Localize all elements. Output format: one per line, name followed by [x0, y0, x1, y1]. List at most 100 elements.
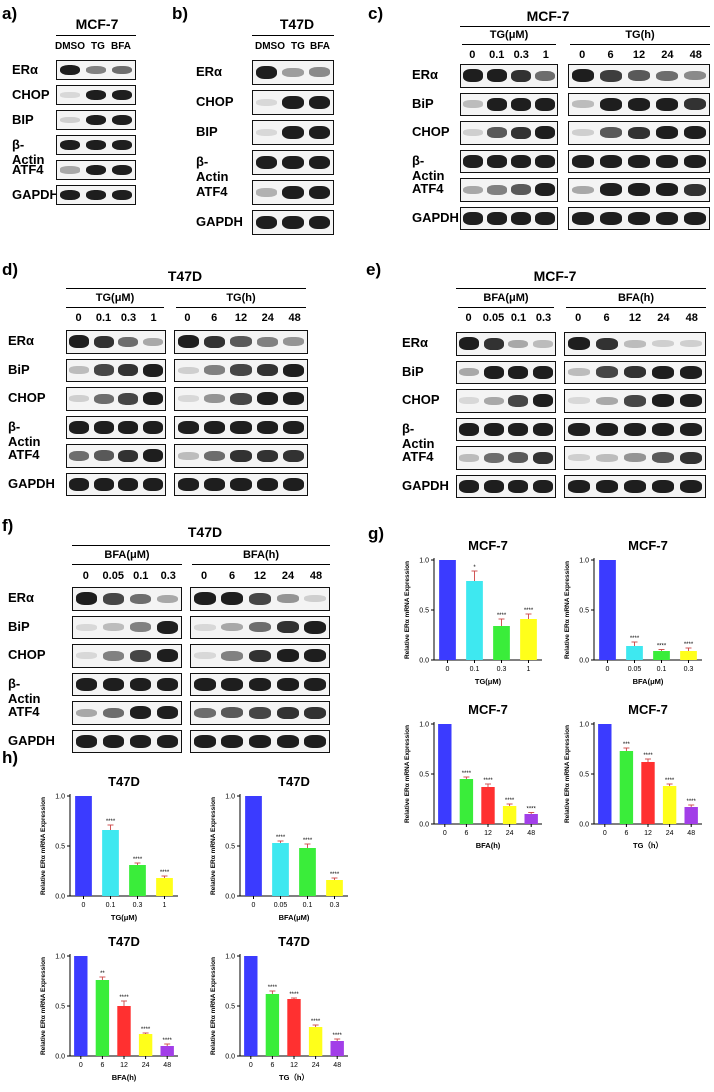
x-axis-label: TG(μM) — [111, 913, 138, 922]
blot-band — [111, 89, 133, 101]
significance-label: **** — [303, 838, 313, 844]
blot-band — [567, 479, 591, 493]
y-tick-label: 0.0 — [419, 658, 429, 665]
blot-band — [651, 340, 675, 348]
cell-line-title: T47D — [167, 268, 203, 284]
blot-band — [255, 128, 277, 137]
blot-band — [276, 734, 299, 748]
blot-band — [683, 71, 707, 81]
blot-strip — [456, 474, 556, 498]
blot-strip — [190, 615, 330, 639]
blot-band — [459, 368, 480, 377]
x-axis-label: BFA(h) — [112, 1073, 137, 1082]
bar — [653, 651, 670, 660]
blot-band — [248, 592, 272, 605]
y-tick-label: 1.0 — [419, 558, 429, 565]
significance-label: **** — [527, 807, 537, 813]
protein-label: BiP — [412, 95, 434, 111]
blot-band — [102, 734, 125, 748]
blot-band — [595, 479, 619, 493]
blot-strip — [252, 60, 334, 85]
lane-label: 0 — [200, 570, 208, 582]
blot-strip — [190, 729, 330, 753]
blot-band — [623, 339, 647, 348]
x-tick-label: 48 — [687, 830, 695, 837]
blot-band — [459, 479, 480, 493]
x-tick-label: 0.05 — [274, 902, 288, 909]
blot-band — [655, 183, 679, 197]
protein-label: ATF4 — [8, 447, 40, 463]
blot-band — [283, 420, 305, 434]
y-tick-label: 1.0 — [225, 954, 235, 961]
bar — [74, 956, 88, 1056]
blot-band — [177, 395, 199, 403]
protein-label: ATF4 — [412, 181, 444, 197]
blot-band — [463, 100, 483, 109]
bar — [265, 994, 280, 1056]
y-tick-label: 0.5 — [225, 844, 235, 851]
blot-band — [487, 154, 507, 168]
blot-band — [487, 211, 507, 225]
blot-band — [623, 366, 647, 379]
panel-label-b: b) — [172, 4, 189, 23]
x-tick-label: 24 — [142, 1062, 150, 1069]
blot-band — [129, 649, 152, 662]
blot-band — [129, 622, 152, 633]
blot-band — [85, 164, 107, 176]
blot-strip — [568, 92, 710, 116]
lane-label: 0.05 — [102, 570, 124, 582]
protein-label: β-Actin — [8, 418, 41, 449]
blot-band — [102, 623, 125, 632]
significance-label: **** — [462, 771, 472, 777]
blot-band — [230, 336, 252, 348]
bar — [493, 626, 510, 660]
blot-band — [85, 89, 107, 101]
blot-band — [627, 211, 651, 225]
bar — [680, 651, 697, 660]
lane-label: TG — [91, 41, 105, 52]
y-axis-label: Relative ERα mRNA Expression — [404, 561, 411, 659]
blot-band — [142, 363, 163, 377]
blot-band — [255, 215, 277, 230]
blot-strip — [568, 149, 710, 173]
significance-label: ** — [100, 971, 105, 977]
blot-band — [230, 392, 252, 405]
blot-strip — [56, 60, 136, 80]
blot-band — [75, 623, 98, 631]
blot-band — [623, 479, 647, 493]
blot-band — [679, 365, 703, 379]
significance-label: **** — [505, 798, 515, 804]
y-axis-label: Relative ERα mRNA Expression — [564, 725, 571, 823]
blot-band — [177, 335, 199, 349]
blot-strip — [568, 121, 710, 145]
chart-title: T47D — [108, 934, 140, 949]
bar — [138, 1034, 153, 1056]
blot-band — [177, 451, 199, 460]
blot-band — [623, 394, 647, 407]
lane-label: 0.3 — [513, 49, 529, 61]
significance-label: **** — [119, 995, 129, 1001]
blot-band — [508, 452, 529, 464]
blot-band — [679, 422, 703, 436]
x-tick-label: 12 — [290, 1062, 298, 1069]
title-underline — [72, 545, 330, 546]
lane-label: 0 — [75, 312, 82, 324]
significance-label: **** — [276, 835, 286, 841]
blot-strip — [568, 178, 710, 202]
blot-band — [118, 449, 139, 462]
lane-label: 0 — [82, 570, 89, 582]
protein-label: ATF4 — [8, 704, 40, 720]
bar-chart: T47D Relative ERα mRNA Expression 0.0 0.5 1.… — [40, 774, 178, 922]
cell-line-title: T47D — [187, 524, 223, 540]
protein-label: BiP — [402, 363, 424, 379]
blot-band — [221, 707, 244, 719]
blot-band — [683, 183, 707, 196]
blot-band — [93, 364, 114, 377]
blot-band — [599, 69, 623, 82]
blot-strip — [456, 446, 556, 470]
x-axis-label: TG（h） — [633, 840, 663, 850]
protein-label: β-Actin — [12, 136, 45, 167]
panel-label-d: d) — [2, 260, 19, 279]
blot-band — [511, 154, 531, 168]
lane-label: 0.3 — [535, 312, 552, 324]
